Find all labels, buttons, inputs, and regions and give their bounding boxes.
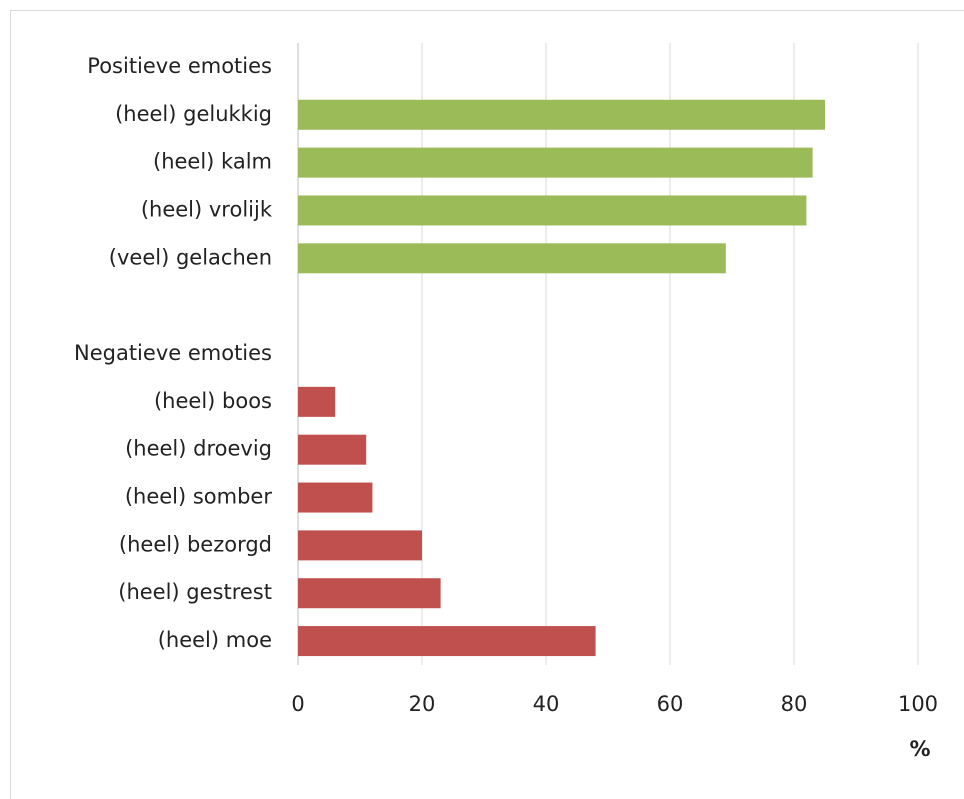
bar — [298, 195, 807, 226]
bar — [298, 147, 813, 178]
bar — [298, 482, 373, 513]
y-tick-label: (heel) gelukkig — [115, 102, 272, 126]
y-tick-label: (heel) gestrest — [118, 580, 272, 604]
bar — [298, 434, 367, 465]
x-tick-label: 80 — [781, 692, 808, 716]
y-tick-label: (heel) bezorgd — [119, 532, 272, 556]
y-tick-label: Negatieve emoties — [74, 341, 272, 365]
y-tick-label: (heel) moe — [158, 628, 272, 652]
x-tick-label: 100 — [898, 692, 938, 716]
x-tick-label: 60 — [657, 692, 684, 716]
y-tick-label: (heel) droevig — [125, 437, 272, 461]
bar — [298, 626, 596, 657]
chart-border — [10, 10, 964, 799]
y-tick-label: (heel) boos — [154, 389, 272, 413]
x-axis-label: % — [909, 737, 930, 761]
y-tick-label: (veel) gelachen — [109, 245, 272, 269]
y-tick-label: (heel) vrolijk — [141, 197, 273, 221]
y-tick-label: Positieve emoties — [87, 54, 272, 78]
x-tick-label: 0 — [291, 692, 304, 716]
bar — [298, 99, 825, 130]
bar — [298, 386, 336, 417]
y-tick-label: (heel) kalm — [153, 150, 272, 174]
bar — [298, 578, 441, 609]
bar — [298, 530, 422, 561]
y-tick-label: (heel) somber — [125, 485, 273, 509]
x-tick-label: 40 — [533, 692, 560, 716]
x-tick-label: 20 — [409, 692, 436, 716]
bar — [298, 243, 726, 274]
